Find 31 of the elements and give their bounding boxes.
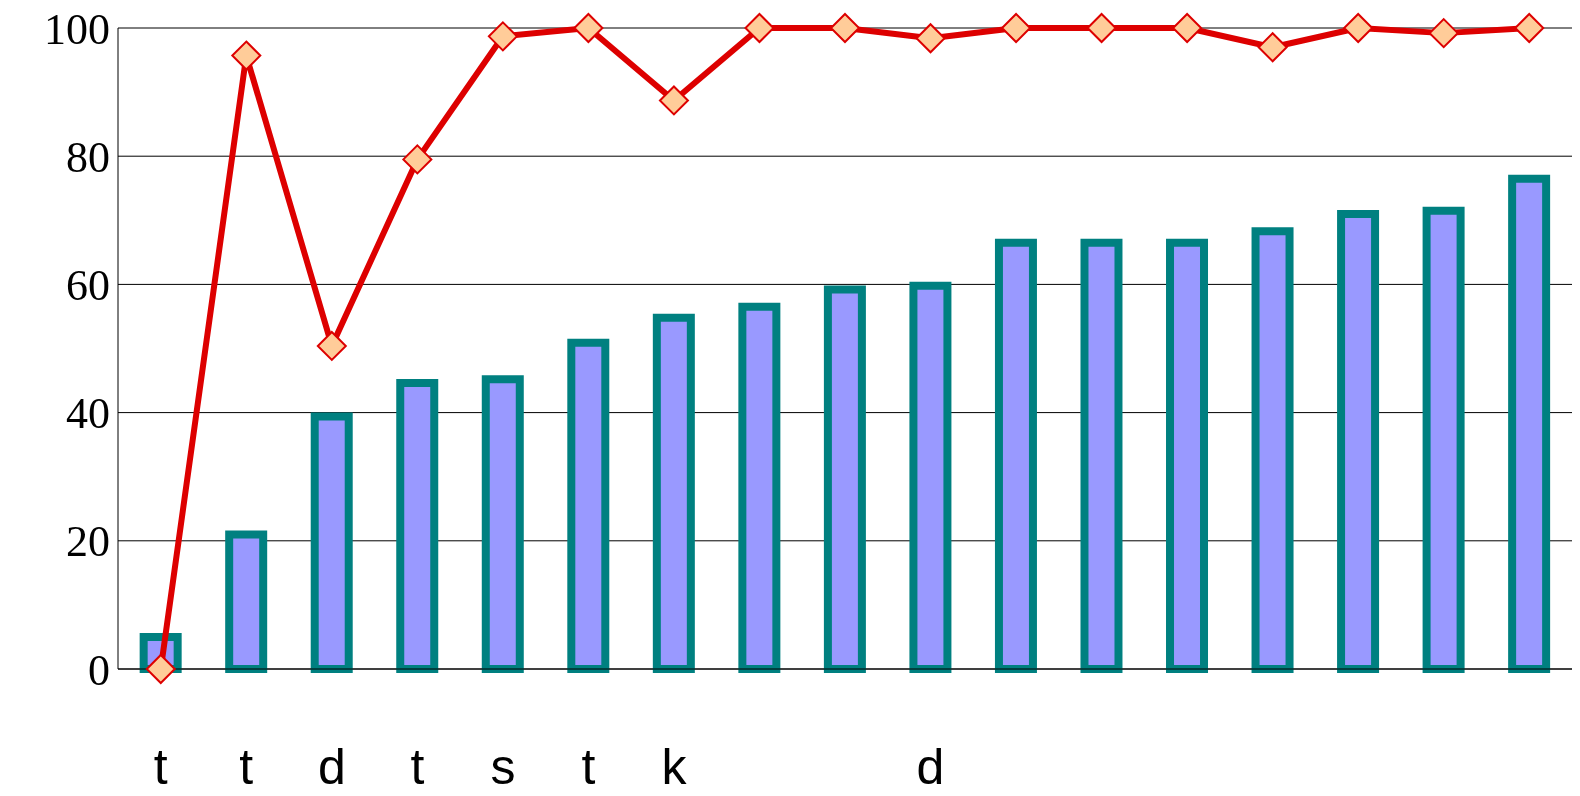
point bbox=[1086, 13, 1117, 43]
x-tick-label: t bbox=[581, 738, 596, 795]
y-tick-label: 60 bbox=[66, 261, 110, 311]
point bbox=[744, 13, 775, 43]
point bbox=[145, 654, 176, 684]
point bbox=[316, 330, 347, 361]
point bbox=[1514, 13, 1545, 43]
point bbox=[1428, 18, 1459, 49]
y-tick-label: 100 bbox=[44, 4, 110, 54]
point bbox=[1001, 13, 1032, 43]
point bbox=[830, 13, 860, 43]
point bbox=[231, 40, 262, 71]
y-tick-label: 20 bbox=[66, 517, 110, 567]
point bbox=[402, 144, 433, 175]
point bbox=[1257, 32, 1288, 63]
x-tick-label: k bbox=[661, 738, 688, 795]
point bbox=[1343, 13, 1374, 43]
point bbox=[915, 23, 946, 54]
x-tick-label: d bbox=[916, 738, 945, 795]
point bbox=[658, 85, 689, 116]
x-tick-label: s bbox=[490, 738, 516, 795]
y-tick-label: 40 bbox=[66, 389, 110, 439]
point bbox=[573, 13, 604, 43]
x-tick-label: t bbox=[153, 738, 168, 795]
y-tick-label: 0 bbox=[88, 645, 110, 695]
point bbox=[487, 21, 518, 52]
point bbox=[1172, 13, 1203, 43]
x-tick-label: t bbox=[410, 738, 425, 795]
x-tick-label: d bbox=[317, 738, 346, 795]
x-tick-label: t bbox=[239, 738, 254, 795]
y-tick-label: 80 bbox=[66, 132, 110, 182]
